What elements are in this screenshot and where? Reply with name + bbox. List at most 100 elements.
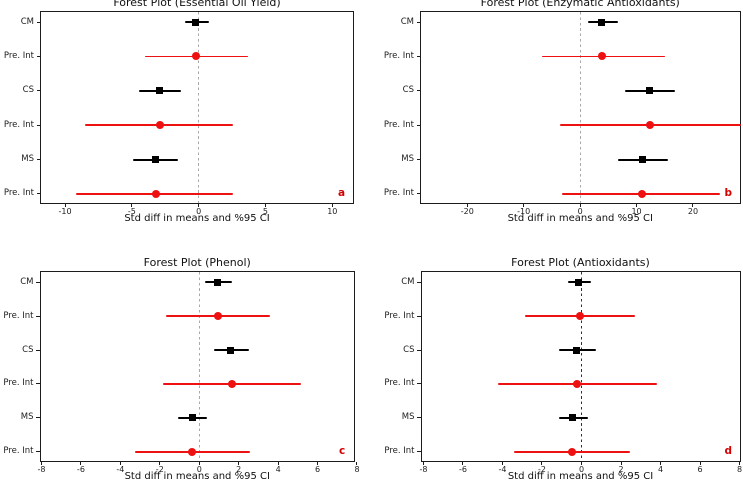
x-tick-label: 0 xyxy=(577,206,583,216)
y-tick-label: CM xyxy=(20,276,34,287)
x-tick-mark xyxy=(462,461,464,465)
y-tick-label: Pre. Int xyxy=(384,310,415,321)
y-tick-mark xyxy=(416,90,420,92)
x-tick-mark xyxy=(422,461,424,465)
mean-marker-circle xyxy=(151,189,160,198)
y-tick-mark xyxy=(417,417,421,419)
x-tick-label: 5 xyxy=(262,206,269,216)
y-tick-label: Pre. Int xyxy=(3,310,34,321)
y-tick-mark xyxy=(36,315,40,317)
chart-title: Forest Plot (Phenol) xyxy=(143,256,251,269)
x-tick-mark xyxy=(331,203,333,207)
y-tick-label: Pre. Int xyxy=(383,188,414,199)
y-tick-mark xyxy=(416,159,420,161)
confidence-interval-line xyxy=(135,451,250,453)
mean-marker-square xyxy=(192,18,200,26)
y-tick-label: Pre. Int xyxy=(3,378,34,389)
axes-area: -20 -10 0 10 20 CM Pre. Int CS Pre. Int MS Pre. In… xyxy=(384,10,742,216)
mean-marker-square xyxy=(152,156,160,164)
confidence-interval-line xyxy=(624,89,676,92)
x-tick-label: 10 xyxy=(327,206,338,216)
mean-marker-circle xyxy=(646,121,655,130)
x-tick-label: 0 xyxy=(196,206,202,216)
panel-letter: b xyxy=(724,186,733,199)
y-tick-label: MS xyxy=(20,412,34,423)
y-tick-label: CS xyxy=(403,344,415,355)
y-tick-mark xyxy=(417,383,421,385)
x-tick-label: -10 xyxy=(58,206,72,216)
x-tick-mark xyxy=(40,461,42,465)
mean-marker-square xyxy=(575,278,583,286)
x-tick-label: -2 xyxy=(537,464,546,474)
y-tick-mark xyxy=(36,90,40,92)
y-tick-mark xyxy=(36,55,40,57)
x-tick-mark xyxy=(660,461,661,465)
x-tick-label: 8 xyxy=(354,464,360,474)
x-tick-mark xyxy=(238,461,240,465)
confidence-interval-line xyxy=(177,416,208,419)
x-axis-label: Std diff in means and %95 CI xyxy=(124,212,270,224)
mean-marker-square xyxy=(646,87,654,95)
zero-reference-line xyxy=(581,271,582,461)
x-tick-mark xyxy=(636,203,638,207)
x-tick-mark xyxy=(198,203,200,207)
x-tick-mark xyxy=(620,461,622,465)
x-tick-mark xyxy=(159,461,161,465)
y-tick-mark xyxy=(36,124,40,126)
x-tick-mark xyxy=(277,461,279,465)
confidence-interval-line xyxy=(514,451,630,453)
mean-marker-square xyxy=(188,414,196,422)
mean-marker-square xyxy=(156,87,164,95)
x-tick-label: 2 xyxy=(618,464,624,474)
y-tick-mark xyxy=(417,281,421,283)
mean-marker-circle xyxy=(213,312,222,320)
chart-title: Forest Plot (Essential Oil Yield) xyxy=(113,0,281,9)
mean-marker-square xyxy=(598,18,606,26)
x-axis-label: Std diff in means and %95 CI xyxy=(124,470,270,482)
x-tick-mark xyxy=(264,203,266,207)
mean-marker-circle xyxy=(638,189,647,198)
x-tick-label: -8 xyxy=(419,464,428,474)
chart-title: Forest Plot (Antioxidants) xyxy=(511,256,650,269)
confidence-interval-line xyxy=(497,383,657,385)
x-tick-label: 0 xyxy=(196,464,202,474)
panel-letter: a xyxy=(338,186,346,199)
axes-area: -8 -6 -4 -2 0 2 4 6 8 CM Pre. Int CS Pre. Int MS Pre. … xyxy=(384,270,742,474)
confidence-interval-line xyxy=(541,55,665,58)
confidence-interval-line xyxy=(618,158,668,161)
mean-marker-circle xyxy=(227,379,236,388)
y-tick-label: MS xyxy=(401,412,415,423)
y-tick-mark xyxy=(416,124,420,126)
y-tick-label: MS xyxy=(21,154,34,165)
x-tick-mark xyxy=(198,461,200,465)
panel-letter: c xyxy=(339,444,346,457)
mean-marker-square xyxy=(638,156,646,164)
mean-marker-circle xyxy=(191,52,200,61)
y-tick-mark xyxy=(36,193,40,195)
x-tick-mark xyxy=(739,461,741,465)
mean-marker-square xyxy=(573,346,581,354)
x-tick-label: -6 xyxy=(458,464,467,474)
panel-letter: d xyxy=(724,444,733,457)
y-tick-label: CM xyxy=(20,16,34,27)
mean-marker-circle xyxy=(567,447,576,456)
confidence-interval-line xyxy=(560,124,742,126)
x-tick-mark xyxy=(131,203,133,207)
x-tick-label: 6 xyxy=(315,464,321,474)
x-tick-mark xyxy=(317,461,319,465)
confidence-interval-line xyxy=(162,383,301,385)
x-tick-mark xyxy=(501,461,503,465)
zero-reference-line xyxy=(198,11,200,203)
x-tick-mark xyxy=(523,203,525,207)
x-tick-label: 2 xyxy=(236,464,242,474)
x-tick-label: -4 xyxy=(116,464,125,474)
confidence-interval-line xyxy=(525,315,635,317)
y-tick-mark xyxy=(36,383,40,385)
y-tick-mark xyxy=(417,315,421,317)
y-tick-mark xyxy=(416,193,420,195)
mean-marker-circle xyxy=(575,312,584,320)
axes-area: -8 -6 -4 -2 0 2 4 6 8 CM Pre. Int CS Pre. Int MS Pre. … xyxy=(3,270,360,474)
